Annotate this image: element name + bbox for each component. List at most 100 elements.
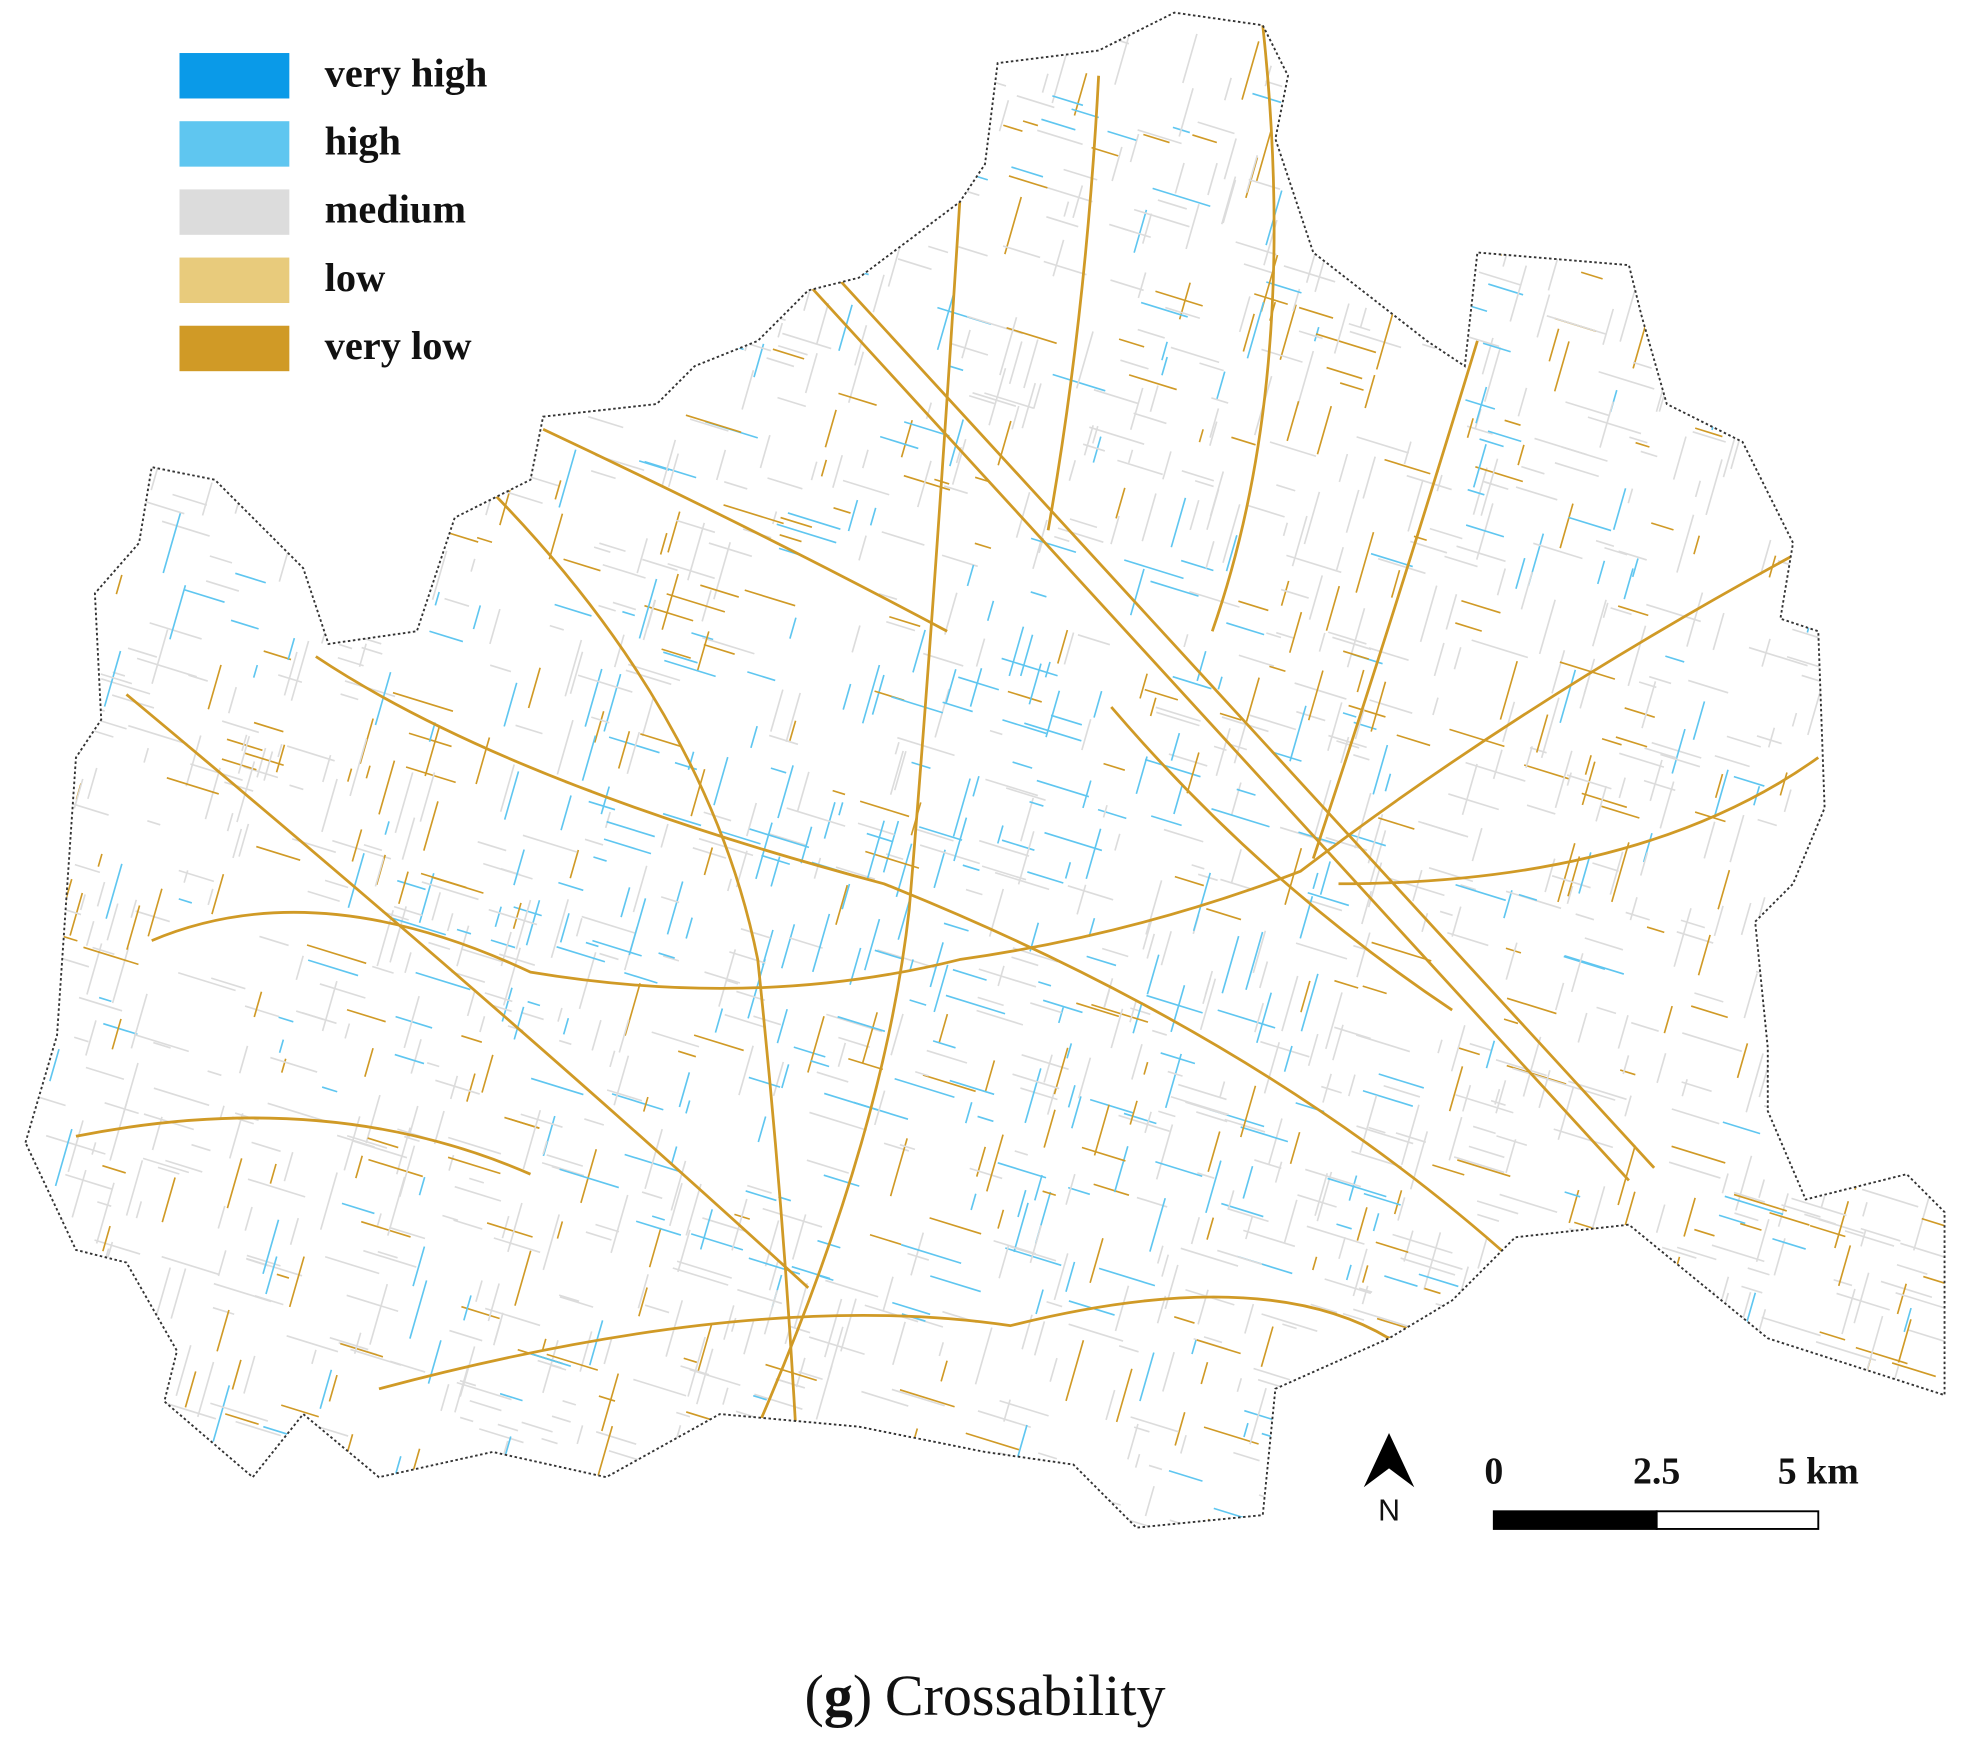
road-segment bbox=[599, 952, 619, 961]
road-segment bbox=[1102, 804, 1108, 818]
road-segment bbox=[1127, 1423, 1139, 1460]
road-segment bbox=[1405, 1250, 1463, 1270]
road-segment bbox=[1206, 908, 1242, 921]
road-segment bbox=[1110, 1008, 1124, 1049]
road-segment bbox=[648, 244, 691, 260]
road-segment bbox=[1354, 792, 1372, 849]
road-segment bbox=[1081, 1146, 1126, 1162]
road-segment bbox=[1512, 1067, 1571, 1088]
legend-label: medium bbox=[325, 187, 466, 232]
road-segment bbox=[1753, 290, 1760, 305]
road-segment bbox=[341, 1202, 375, 1215]
road-segment bbox=[1871, 659, 1891, 720]
road-segment bbox=[216, 1309, 230, 1352]
road-segment bbox=[440, 1384, 450, 1412]
road-segment bbox=[318, 608, 361, 624]
road-segment bbox=[1170, 985, 1186, 1033]
road-segment bbox=[68, 290, 119, 308]
road-segment bbox=[319, 983, 366, 999]
road-segment bbox=[861, 449, 869, 469]
road-segment bbox=[41, 1461, 101, 1482]
road-segment bbox=[58, 364, 78, 425]
road-segment bbox=[136, 1436, 193, 1456]
road-segment bbox=[1632, 314, 1650, 369]
road-segment bbox=[1457, 1159, 1511, 1178]
road-segment bbox=[1164, 1053, 1182, 1109]
road-segment bbox=[1149, 385, 1159, 412]
road-segment bbox=[703, 811, 732, 822]
road-segment bbox=[730, 204, 775, 220]
road-segment bbox=[125, 1160, 144, 1216]
road-segment bbox=[1327, 631, 1367, 645]
road-segment bbox=[1605, 1238, 1637, 1250]
scale-segment bbox=[1655, 1510, 1820, 1530]
road-segment bbox=[278, 1016, 294, 1023]
road-segment bbox=[454, 1185, 502, 1202]
road-segment bbox=[365, 1094, 381, 1144]
road-segment bbox=[558, 449, 577, 508]
road-segment bbox=[409, 1280, 428, 1339]
road-segment bbox=[1427, 127, 1435, 147]
road-segment bbox=[472, 244, 482, 271]
road-segment bbox=[1783, 789, 1792, 813]
road-segment bbox=[1349, 330, 1402, 349]
road-segment bbox=[1732, 359, 1786, 377]
road-segment bbox=[440, 136, 458, 144]
road-segment bbox=[100, 677, 151, 695]
road-segment bbox=[810, 1060, 830, 1068]
road-segment bbox=[126, 905, 141, 950]
road-segment bbox=[1779, 772, 1788, 796]
road-segment bbox=[715, 449, 727, 481]
road-segment bbox=[1129, 133, 1140, 163]
road-segment bbox=[650, 328, 658, 349]
road-segment bbox=[394, 1053, 425, 1065]
road-segment bbox=[1683, 273, 1721, 287]
road-segment bbox=[110, 382, 124, 422]
road-segment bbox=[1872, 873, 1898, 884]
road-segment bbox=[611, 1093, 664, 1111]
road-segment bbox=[1791, 1197, 1847, 1217]
road-segment bbox=[591, 716, 610, 724]
road-segment bbox=[1455, 883, 1507, 902]
road-segment bbox=[979, 839, 1030, 857]
road-segment bbox=[1686, 592, 1704, 647]
road-segment bbox=[312, 1424, 349, 1437]
road-segment bbox=[1918, 397, 1945, 412]
road-segment bbox=[1437, 1039, 1443, 1054]
road-segment bbox=[1640, 450, 1658, 458]
road-segment bbox=[725, 87, 744, 146]
road-segment bbox=[1202, 977, 1212, 1005]
road-segment bbox=[922, 1074, 976, 1093]
road-segment bbox=[1008, 341, 1023, 385]
road-segment bbox=[651, 1215, 665, 1221]
major-road bbox=[1110, 706, 1453, 1012]
road-segment bbox=[912, 629, 926, 673]
road-segment bbox=[969, 668, 983, 707]
road-segment bbox=[1440, 51, 1493, 70]
road-segment bbox=[1053, 1047, 1069, 1095]
road-segment bbox=[221, 758, 257, 771]
road-segment bbox=[643, 1464, 703, 1484]
road-segment bbox=[599, 331, 606, 348]
road-segment bbox=[515, 724, 543, 735]
road-segment bbox=[210, 977, 246, 990]
road-segment bbox=[277, 743, 283, 758]
road-segment bbox=[1655, 353, 1675, 412]
road-segment bbox=[1417, 1505, 1454, 1519]
road-segment bbox=[903, 1519, 932, 1528]
road-segment bbox=[1151, 1029, 1168, 1036]
road-segment bbox=[1375, 309, 1395, 370]
road-segment bbox=[1918, 606, 1933, 613]
caption-title: Crossability bbox=[885, 1663, 1166, 1728]
road-segment bbox=[1667, 157, 1674, 172]
road-segment bbox=[48, 501, 101, 520]
road-segment bbox=[1355, 531, 1375, 593]
road-segment bbox=[1509, 27, 1524, 34]
road-segment bbox=[133, 1033, 190, 1053]
road-segment bbox=[542, 162, 587, 178]
road-segment bbox=[321, 778, 338, 833]
road-segment bbox=[562, 1017, 570, 1035]
road-segment bbox=[1137, 129, 1182, 145]
road-segment bbox=[662, 955, 680, 962]
road-segment bbox=[1433, 642, 1445, 677]
